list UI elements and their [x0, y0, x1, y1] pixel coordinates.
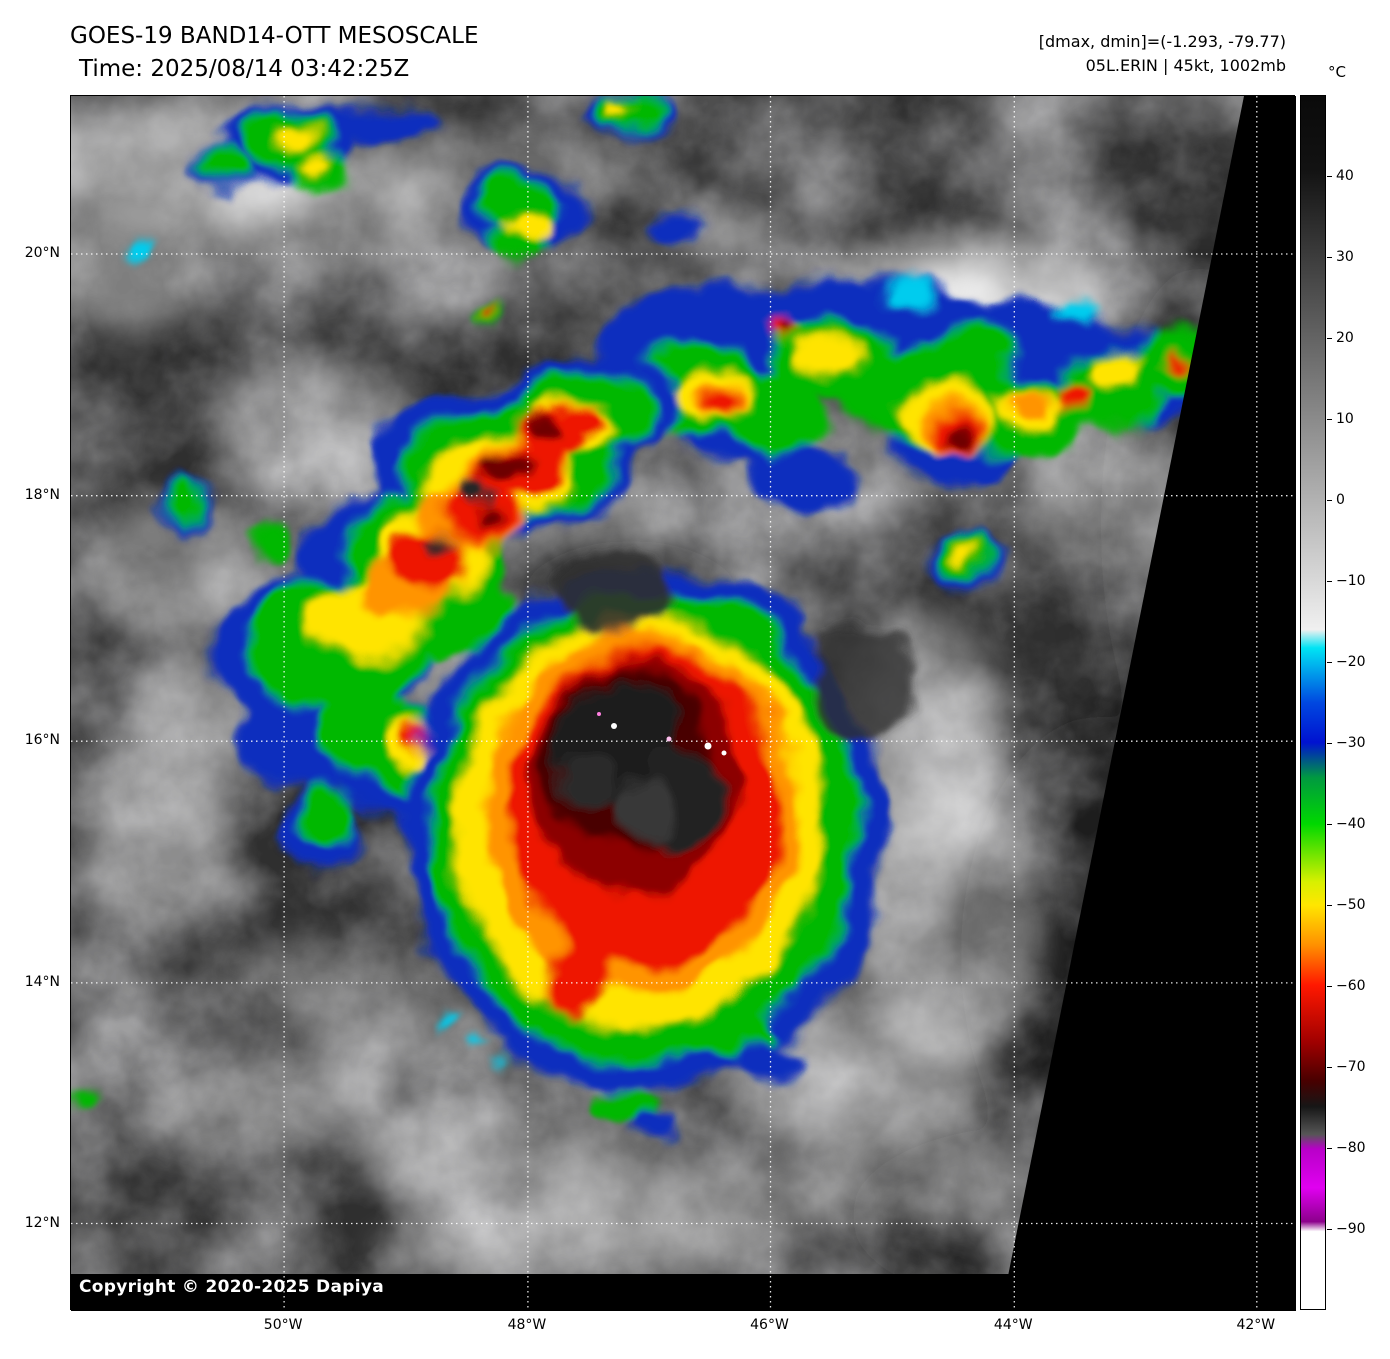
lon-tick-label: 48°W — [507, 1317, 547, 1333]
gridlines — [71, 96, 1296, 1311]
colorbar-tick-label: −40 — [1336, 816, 1366, 832]
colorbar-tick-label: −70 — [1336, 1059, 1366, 1075]
lon-tick-label: 50°W — [263, 1317, 303, 1333]
lon-tick-label: 46°W — [750, 1317, 789, 1333]
copyright-label: Copyright © 2020-2025 Dapiya — [79, 1277, 384, 1297]
colorbar-tick-mark — [1327, 905, 1332, 906]
lon-tick-label: 44°W — [993, 1317, 1033, 1333]
lat-tick-label: 16°N — [24, 732, 60, 749]
colorbar-tick-mark — [1327, 824, 1332, 825]
storm-readout: 05L.ERIN | 45kt, 1002mb — [1085, 56, 1286, 75]
figure-time: Time: 2025/08/14 03:42:25Z — [79, 55, 410, 82]
lat-tick-label: 12°N — [24, 1214, 60, 1231]
colorbar — [1300, 95, 1326, 1310]
colorbar-tick-label: 30 — [1336, 249, 1354, 265]
colorbar-tick-mark — [1327, 257, 1332, 258]
colorbar-tick-label: 0 — [1336, 492, 1345, 508]
colorbar-tick-mark — [1327, 338, 1332, 339]
colorbar-tick-mark — [1327, 662, 1332, 663]
convection — [71, 96, 1221, 1140]
range-readout: [dmax, dmin]=(-1.293, -79.77) — [1038, 32, 1286, 51]
colorbar-tick-mark — [1327, 419, 1332, 420]
colorbar-tick-label: −90 — [1336, 1221, 1366, 1237]
colorbar-tick-mark — [1327, 176, 1332, 177]
lightning-specks — [597, 712, 727, 756]
colorbar-tick-mark — [1327, 1067, 1332, 1068]
colorbar-tick-label: −20 — [1336, 654, 1366, 670]
colorbar-tick-label: −10 — [1336, 573, 1366, 589]
colorbar-tick-mark — [1327, 1229, 1332, 1230]
latitude-axis: 20°N 18°N 16°N 14°N 12°N — [0, 95, 64, 1310]
header-info-block: [dmax, dmin]=(-1.293, -79.77) 05L.ERIN |… — [1039, 30, 1286, 78]
colorbar-tick-mark — [1327, 986, 1332, 987]
no-data-bottom-strip — [71, 1274, 1296, 1311]
colorbar-tick-label: −60 — [1336, 978, 1366, 994]
figure-title: GOES-19 BAND14-OTT MESOSCALE — [70, 23, 479, 49]
satellite-map: Copyright © 2020-2025 Dapiya — [70, 95, 1296, 1311]
lat-tick-label: 14°N — [24, 973, 60, 990]
colorbar-tick-mark — [1327, 743, 1332, 744]
colorbar-tick-label: 40 — [1336, 168, 1354, 184]
colorbar-tick-label: −80 — [1336, 1140, 1366, 1156]
colorbar-tick-label: −50 — [1336, 897, 1366, 913]
longitude-axis: 50°W 48°W 46°W 44°W 42°W — [70, 1312, 1295, 1340]
colorbar-tick-mark — [1327, 581, 1332, 582]
lat-tick-label: 20°N — [24, 244, 60, 261]
satellite-image — [71, 96, 1296, 1311]
no-data-wedge — [1001, 96, 1296, 1311]
colorbar-tick-label: −30 — [1336, 735, 1366, 751]
colorbar-tick-mark — [1327, 500, 1332, 501]
colorbar-tick-label: 10 — [1336, 411, 1354, 427]
lon-tick-label: 42°W — [1236, 1317, 1276, 1333]
colorbar-tick-mark — [1327, 1148, 1332, 1149]
hurricane-core — [406, 554, 911, 1140]
colorbar-tick-label: 20 — [1336, 330, 1354, 346]
header-title-block: GOES-19 BAND14-OTT MESOSCALE Time: 2025/… — [70, 20, 479, 85]
lat-tick-label: 18°N — [24, 486, 60, 503]
colorbar-unit-label: °C — [1328, 63, 1346, 81]
